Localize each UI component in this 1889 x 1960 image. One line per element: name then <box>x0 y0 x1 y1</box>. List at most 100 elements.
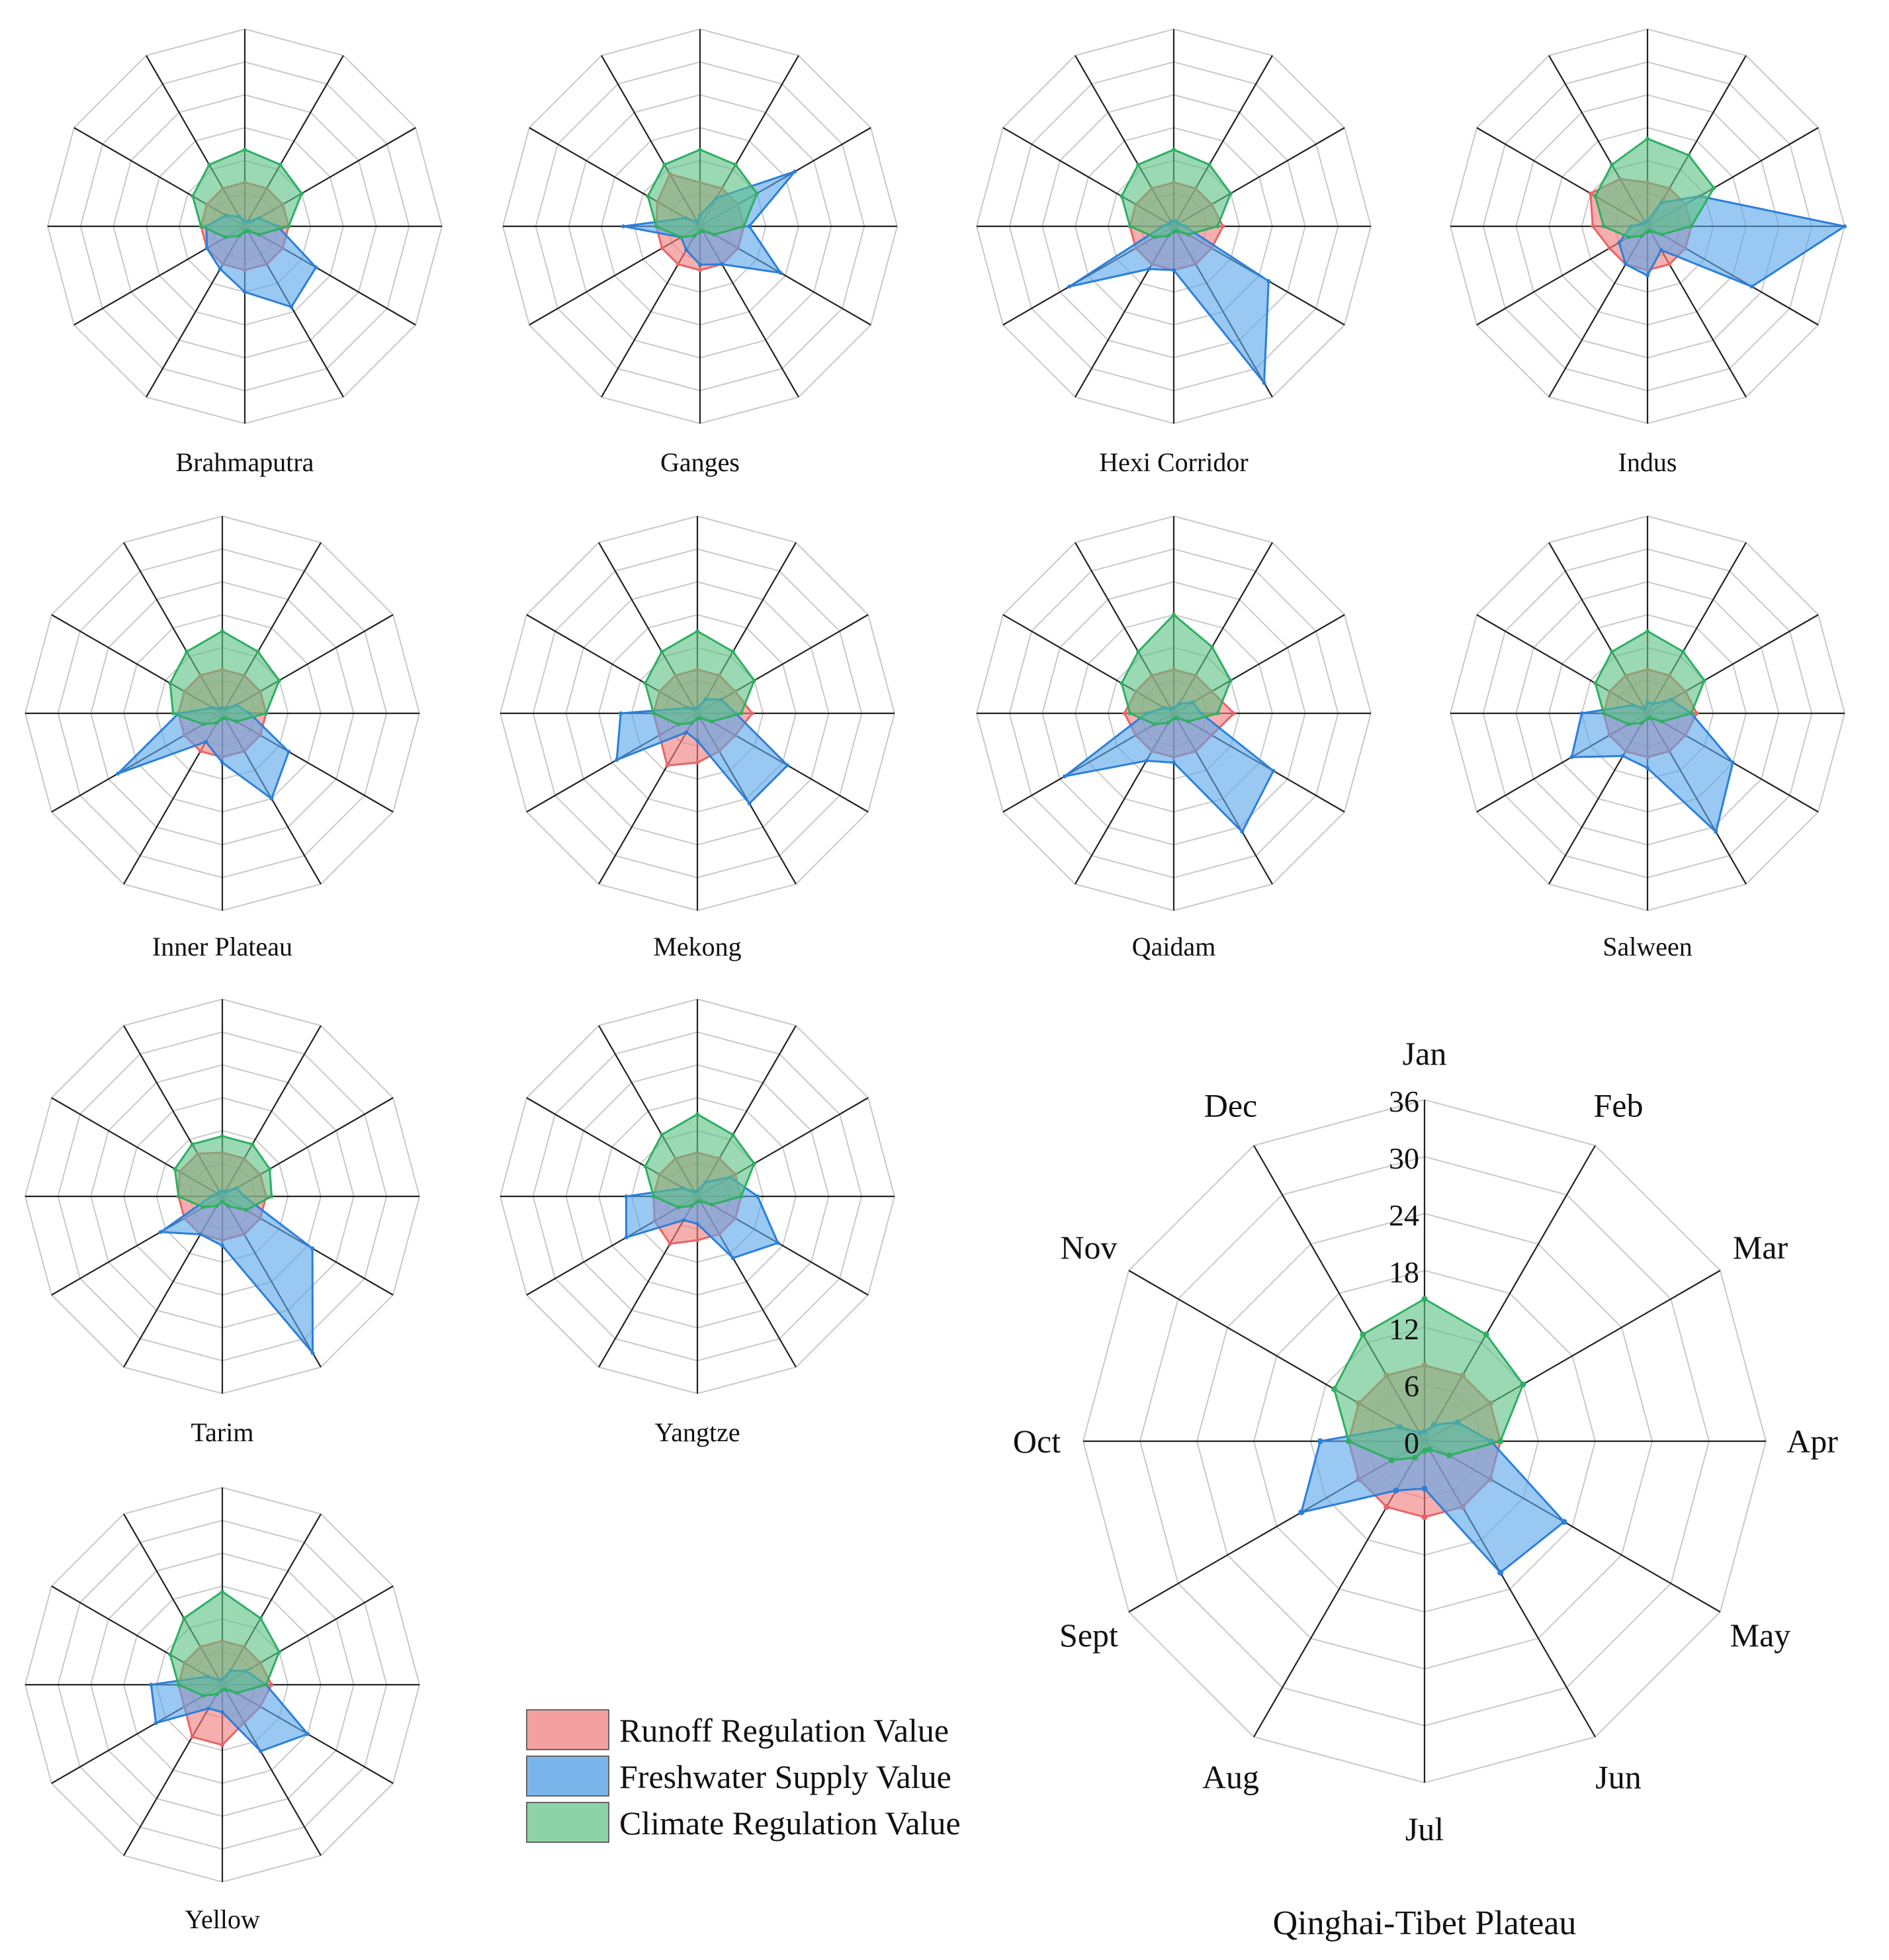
data-point-climate-dec <box>1360 1331 1366 1338</box>
data-point-climate-dec <box>190 1142 195 1147</box>
tick-label: 6 <box>1404 1369 1419 1403</box>
data-point-climate-feb <box>1209 645 1214 649</box>
radar-chart-tarim: Tarim <box>24 998 421 1447</box>
data-point-climate-aug <box>1640 721 1644 725</box>
data-point-freshwater-aug <box>218 267 222 271</box>
series-area-freshwater <box>1068 220 1270 384</box>
series-area-climate <box>644 1113 756 1209</box>
data-point-climate-oct <box>198 224 203 228</box>
data-point-freshwater-may <box>286 749 291 754</box>
data-point-climate-sept <box>1153 722 1157 727</box>
radar-chart-qinghai-tibet-plateau: 0 6 12 18 24 30 36 Jan Feb Mar Apr May Jun Jul Aug Sept… <box>1013 1035 1838 1942</box>
data-point-climate-nov <box>168 681 173 686</box>
data-point-climate-sept <box>679 235 683 240</box>
chart-title-inner-plateau: Inner Plateau <box>152 932 292 961</box>
radar-chart-inner-plateau: Inner Plateau <box>24 515 421 961</box>
tick-label: 18 <box>1389 1255 1419 1289</box>
data-point-climate-apr <box>739 711 744 715</box>
radar-chart-hexi-corridor: Hexi Corridor <box>975 28 1372 477</box>
data-point-runoff-apr <box>1221 224 1225 228</box>
charts-layer: Brahmaputra Ganges Hexi Corridor Indus Inner… <box>24 28 1847 1942</box>
chart-title-qinghai-tibet-plateau: Qinghai-Tibet Plateau <box>1273 1904 1577 1942</box>
data-point-freshwater-may <box>1561 1519 1567 1525</box>
month-label-may: May <box>1730 1617 1791 1654</box>
data-point-freshwater-aug <box>1393 1487 1399 1493</box>
data-point-climate-may <box>234 719 239 724</box>
data-point-freshwater-aug <box>681 1218 686 1222</box>
data-point-freshwater-oct <box>619 711 623 715</box>
data-point-freshwater-sept <box>1298 1509 1305 1515</box>
data-point-runoff-aug <box>665 763 670 768</box>
data-point-climate-dec <box>207 162 212 167</box>
data-point-freshwater-jul <box>220 1243 224 1248</box>
data-point-climate-jan <box>220 629 224 633</box>
data-point-climate-feb <box>258 1616 263 1621</box>
data-point-climate-aug <box>1412 1454 1419 1461</box>
data-point-freshwater-sept <box>1616 240 1621 245</box>
data-point-freshwater-jun <box>720 262 725 267</box>
data-point-climate-sept <box>201 1693 206 1698</box>
month-label-jan: Jan <box>1403 1035 1447 1072</box>
data-point-freshwater-jun <box>1714 830 1718 834</box>
data-point-climate-dec <box>1610 162 1614 167</box>
data-point-freshwater-jul <box>1172 760 1176 765</box>
data-point-climate-jan <box>220 1589 224 1594</box>
month-label-oct: Oct <box>1013 1423 1061 1460</box>
data-point-runoff-apr <box>1232 711 1237 715</box>
legend-label-runoff: Runoff Regulation Value <box>619 1712 949 1749</box>
legend-label-climate: Climate Regulation Value <box>619 1804 961 1842</box>
data-point-freshwater-jun <box>289 304 294 309</box>
data-point-runoff-aug <box>1384 1503 1390 1510</box>
data-point-freshwater-jul <box>1172 268 1176 273</box>
data-point-freshwater-jun <box>730 1256 735 1261</box>
data-point-climate-mar <box>755 191 760 196</box>
data-point-climate-apr <box>286 224 291 228</box>
data-point-climate-jul <box>695 717 699 721</box>
tick-label: 24 <box>1389 1198 1419 1232</box>
data-point-runoff-apr <box>750 711 754 715</box>
data-point-freshwater-jul <box>698 262 702 267</box>
data-point-freshwater-may <box>778 271 783 275</box>
data-point-freshwater-sept <box>615 758 619 762</box>
data-point-runoff-jul <box>695 1238 699 1243</box>
chart-title-indus: Indus <box>1618 447 1677 477</box>
data-point-climate-nov <box>1593 194 1598 199</box>
data-point-climate-jan <box>1172 613 1176 617</box>
data-point-climate-nov <box>643 1164 648 1169</box>
chart-title-brahmaputra: Brahmaputra <box>176 447 314 477</box>
data-point-climate-oct <box>651 711 656 715</box>
data-point-climate-sept <box>1626 722 1631 727</box>
data-point-climate-aug <box>689 721 694 725</box>
data-point-climate-nov <box>191 194 195 199</box>
data-point-climate-feb <box>733 162 738 167</box>
data-point-climate-oct <box>1127 711 1132 715</box>
tick-label: 0 <box>1404 1426 1419 1460</box>
data-point-climate-apr <box>1689 224 1694 228</box>
month-label-mar: Mar <box>1733 1229 1788 1266</box>
data-point-freshwater-jul <box>220 1710 224 1715</box>
data-point-runoff-oct <box>1122 711 1127 715</box>
data-point-climate-jan <box>243 148 247 152</box>
data-point-freshwater-may <box>775 1241 780 1245</box>
data-point-climate-jul <box>1646 717 1649 721</box>
data-point-climate-may <box>709 719 714 724</box>
data-point-freshwater-may <box>306 1732 310 1736</box>
data-point-freshwater-sept <box>1063 774 1067 779</box>
data-point-climate-jan <box>220 1134 224 1138</box>
data-point-freshwater-sept <box>1067 285 1072 289</box>
data-point-freshwater-aug <box>1623 262 1628 267</box>
month-label-dec: Dec <box>1204 1087 1258 1124</box>
radar-chart-qaidam: Qaidam <box>975 515 1372 961</box>
data-point-climate-nov <box>1120 681 1124 686</box>
data-point-climate-jul <box>698 230 702 234</box>
data-point-climate-jul <box>1172 717 1176 721</box>
data-point-climate-oct <box>171 711 175 715</box>
data-point-climate-jan <box>1646 136 1649 141</box>
data-point-climate-apr <box>1689 711 1694 715</box>
data-point-freshwater-may <box>1731 760 1735 765</box>
data-point-climate-mar <box>1520 1381 1526 1388</box>
legend-swatch-freshwater <box>526 1756 609 1797</box>
data-point-freshwater-mar <box>793 169 797 174</box>
data-point-freshwater-jun <box>310 1351 315 1355</box>
data-point-freshwater-sept <box>154 1720 158 1725</box>
